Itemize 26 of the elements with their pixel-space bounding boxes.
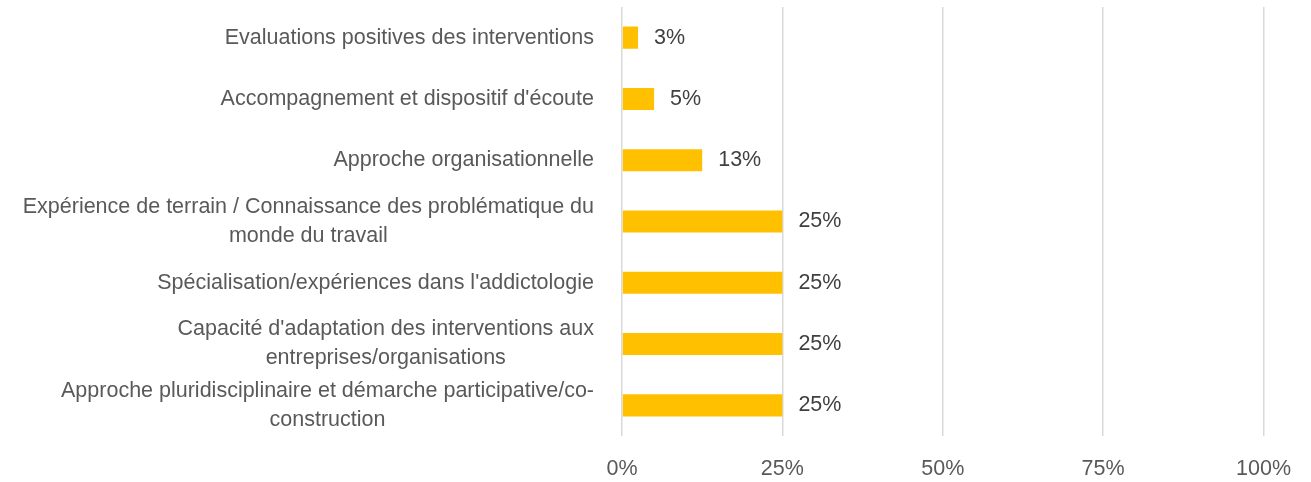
- x-tick-label: 0%: [606, 455, 638, 480]
- y-tick-label: Approche pluridisciplinaire et démarche participative/co-construction: [61, 377, 595, 431]
- x-tick-label: 25%: [760, 455, 804, 480]
- bar: [622, 333, 783, 356]
- y-tick-label: Expérience de terrain / Connaissance des problématique du monde du travail: [22, 193, 594, 247]
- bar: [622, 87, 655, 110]
- data-label: 13%: [718, 147, 762, 172]
- data-label: 25%: [798, 269, 842, 294]
- x-tick-label: 50%: [921, 455, 965, 480]
- y-tick-label: Evaluations positives des interventions: [224, 24, 594, 49]
- x-tick-label: 100%: [1236, 455, 1292, 480]
- data-label: 5%: [670, 85, 702, 110]
- data-label: 25%: [798, 392, 842, 417]
- y-tick-label: Accompagnement et dispositif d'écoute: [220, 85, 594, 110]
- data-label: 3%: [654, 24, 686, 49]
- bar: [622, 26, 639, 49]
- data-label: 25%: [798, 330, 842, 355]
- y-tick-label: Approche organisationnelle: [333, 147, 594, 172]
- bar: [622, 271, 783, 294]
- bar: [622, 210, 783, 233]
- data-label: 25%: [798, 208, 842, 233]
- bar: [622, 149, 703, 172]
- y-tick-label: Spécialisation/expériences dans l'addictologie: [157, 269, 595, 294]
- y-tick-label: Capacité d'adaptation des interventions aux entreprises/organisations: [177, 316, 595, 370]
- x-tick-label: 75%: [1081, 455, 1125, 480]
- bar: [622, 394, 783, 417]
